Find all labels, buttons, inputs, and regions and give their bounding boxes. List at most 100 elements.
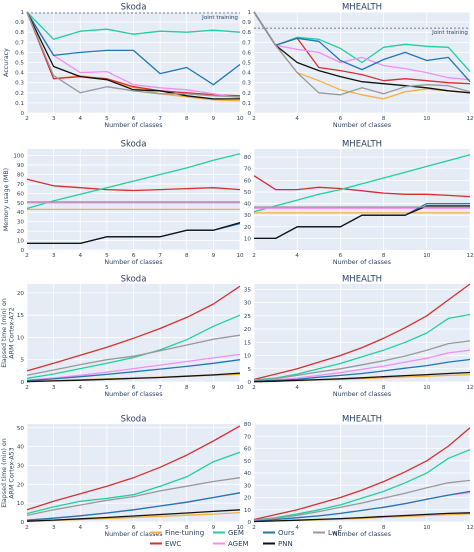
y-tick-label: 0.1	[15, 101, 24, 107]
legend-item-agem: AGEM	[213, 540, 249, 548]
y-tick-label: 5	[247, 367, 251, 373]
x-tick-label: 3	[52, 385, 56, 391]
y-tick-label: 20	[244, 327, 252, 333]
x-axis-label: Number of classes	[104, 259, 162, 266]
y-tick-label: 40	[17, 445, 25, 451]
x-tick-label: 2	[252, 116, 256, 122]
y-tick-label: 10	[17, 335, 25, 341]
y-tick-label: 20	[17, 482, 25, 488]
x-axis-label: Number of classes	[333, 122, 391, 129]
legend-label: EWC	[165, 540, 181, 548]
y-tick-label: 30	[17, 220, 25, 226]
x-tick-label: 10	[236, 385, 244, 391]
x-tick-label: 8	[185, 253, 189, 259]
joint-training-label: Joint training	[431, 30, 468, 36]
y-tick-label: 15	[17, 313, 25, 319]
x-tick-label: 4	[78, 385, 82, 391]
x-tick-label: 3	[52, 525, 56, 531]
x-axis-label: Number of classes	[104, 391, 162, 398]
legend-label: LwF	[328, 529, 342, 537]
panel-title: MHEALTH	[342, 415, 382, 425]
y-axis-label: Memory usage (MB)	[3, 168, 10, 231]
legend-item-gem: GEM	[213, 529, 244, 537]
y-tick-label: 30	[244, 301, 252, 307]
x-tick-label: 4	[295, 116, 299, 122]
y-tick-label: 80	[244, 422, 252, 428]
legend-item-ewc: EWC	[150, 540, 181, 548]
x-tick-label: 2	[25, 525, 29, 531]
y-tick-label: 0	[20, 111, 24, 117]
y-tick-label: 0.3	[242, 81, 251, 87]
y-tick-label: 50	[244, 190, 252, 196]
y-tick-label: 0	[20, 520, 24, 526]
y-tick-label: 10	[244, 354, 252, 360]
y-tick-label: 40	[244, 202, 252, 208]
x-tick-label: 4	[78, 253, 82, 259]
joint-training-label: Joint training	[201, 15, 238, 21]
y-tick-label: 0.7	[15, 40, 24, 46]
panel-title: Skoda	[121, 275, 147, 285]
y-tick-label: 1	[247, 10, 251, 16]
y-tick-label: 0	[247, 520, 251, 526]
legend: Fine-tuning EWC GEM AGEM Ours PNN LwF	[150, 529, 342, 548]
y-tick-label: 1	[20, 10, 24, 16]
legend-item-lwf: LwF	[313, 529, 342, 537]
y-tick-label: 0.6	[242, 50, 251, 56]
y-tick-label: 50	[244, 459, 252, 465]
x-tick-label: 12	[466, 525, 473, 531]
y-tick-label: 30	[17, 463, 25, 469]
x-tick-label: 12	[466, 116, 473, 122]
y-tick-label: 10	[244, 508, 252, 514]
x-tick-label: 9	[212, 253, 216, 259]
x-tick-label: 10	[423, 253, 431, 259]
y-axis-label: Accuracy	[3, 48, 10, 77]
y-tick-label: 5	[20, 358, 24, 364]
y-tick-label: 100	[13, 154, 24, 160]
y-tick-label: 0.7	[242, 40, 251, 46]
y-tick-label: 60	[244, 447, 252, 453]
x-tick-label: 4	[295, 253, 299, 259]
x-axis-label: Number of classes	[333, 391, 391, 398]
y-tick-label: 90	[17, 163, 25, 169]
x-tick-label: 4	[78, 116, 82, 122]
y-tick-label: 50	[17, 201, 25, 207]
y-tick-label: 70	[244, 434, 252, 440]
x-tick-label: 2	[252, 385, 256, 391]
legend-label: Fine-tuning	[165, 529, 204, 537]
x-tick-label: 2	[25, 116, 29, 122]
x-tick-label: 8	[185, 385, 189, 391]
legend-label: AGEM	[228, 540, 249, 548]
x-tick-label: 4	[295, 385, 299, 391]
y-tick-label: 10	[17, 239, 25, 245]
x-tick-label: 12	[466, 385, 473, 391]
x-axis-label: Number of classes	[333, 259, 391, 266]
y-tick-label: 0.9	[15, 20, 24, 26]
y-tick-label: 0.2	[15, 91, 24, 97]
x-tick-label: 10	[423, 385, 431, 391]
y-tick-label: 35	[244, 287, 252, 293]
legend-label: Ours	[278, 529, 295, 537]
x-axis-label: Number of classes	[104, 122, 162, 129]
y-tick-label: 0.5	[242, 61, 251, 67]
legend-item-pnn: PNN	[263, 540, 293, 548]
y-tick-label: 50	[17, 426, 25, 432]
x-tick-label: 9	[212, 385, 216, 391]
panel-title: MHEALTH	[342, 140, 382, 150]
y-axis-label: Elapsed time (min) onARM Cortex-A72	[1, 298, 16, 368]
y-tick-label: 30	[244, 483, 252, 489]
x-tick-label: 2	[252, 525, 256, 531]
y-tick-label: 0.9	[242, 20, 251, 26]
y-tick-label: 0.5	[15, 61, 24, 67]
legend-item-ours: Ours	[263, 529, 295, 537]
x-tick-label: 3	[52, 253, 56, 259]
y-tick-label: 80	[17, 172, 25, 178]
x-tick-label: 10	[423, 525, 431, 531]
x-tick-label: 10	[236, 253, 244, 259]
y-tick-label: 0	[20, 248, 24, 254]
